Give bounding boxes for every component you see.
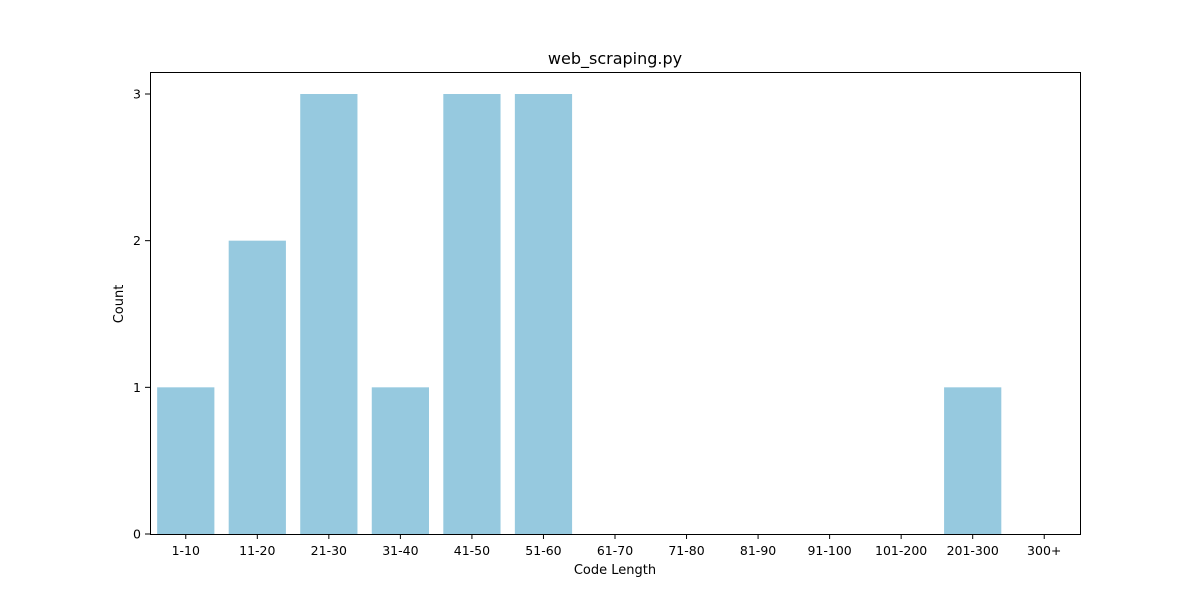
x-tick-label: 31-40 <box>382 543 418 558</box>
x-axis: 1-10 11-20 21-30 31-40 41-50 51-60 61-70 71-80 8… <box>172 534 1061 558</box>
bar-41-50 <box>443 94 501 534</box>
y-tick-label: 3 <box>133 87 141 102</box>
y-axis-label: Count <box>112 285 127 324</box>
x-tick-label: 201-300 <box>947 543 999 558</box>
chart-title: web_scraping.py <box>548 49 682 69</box>
bar-31-40 <box>371 387 429 534</box>
x-tick-label: 61-70 <box>597 543 633 558</box>
x-tick-label: 11-20 <box>239 543 275 558</box>
y-tick-label: 2 <box>133 233 141 248</box>
x-tick-label: 300+ <box>1027 543 1061 558</box>
x-tick-label: 101-200 <box>875 543 927 558</box>
plot-frame <box>150 72 1081 535</box>
bar-21-30 <box>300 94 358 534</box>
y-tick-label: 0 <box>133 527 141 542</box>
x-tick-label: 71-80 <box>668 543 704 558</box>
bars-group <box>157 94 1002 535</box>
y-tick-label: 1 <box>133 380 141 395</box>
x-tick-label: 21-30 <box>311 543 347 558</box>
x-axis-label: Code Length <box>574 563 656 578</box>
x-tick-label: 41-50 <box>454 543 490 558</box>
bar-11-20 <box>228 240 286 535</box>
x-tick-label: 51-60 <box>525 543 561 558</box>
bar-1-10 <box>157 387 215 534</box>
x-tick-label: 91-100 <box>807 543 851 558</box>
bar-201-300 <box>944 387 1002 534</box>
x-tick-label: 1-10 <box>172 543 200 558</box>
bar-51-60 <box>514 94 573 534</box>
x-tick-label: 81-90 <box>740 543 776 558</box>
y-axis: 0 1 2 3 <box>133 87 150 542</box>
